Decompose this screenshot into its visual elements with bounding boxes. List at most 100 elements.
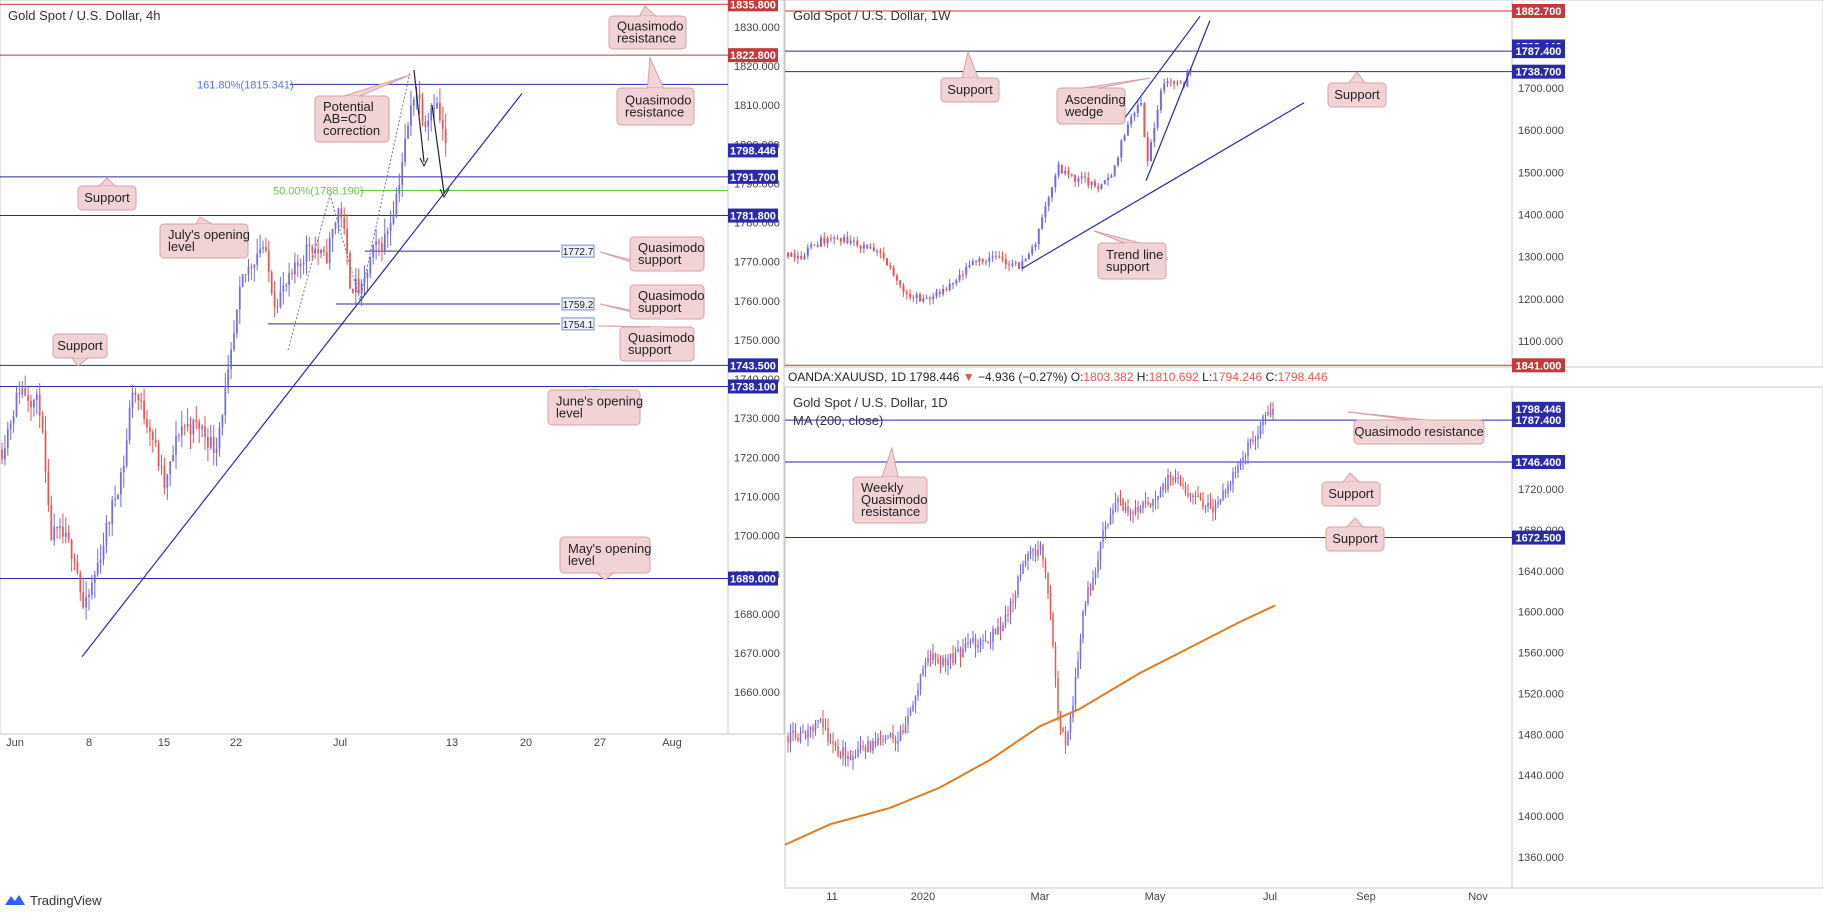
candle-body: [102, 545, 105, 560]
candle-body: [1219, 499, 1222, 503]
candle-body: [270, 271, 273, 294]
candle-body: [934, 653, 937, 660]
candle-body: [807, 729, 809, 739]
candle-body: [1163, 83, 1166, 91]
candle-body: [947, 659, 949, 665]
chart-1d[interactable]: 1720.0001680.0001640.0001600.0001560.000…: [784, 358, 1823, 903]
candle-body: [241, 274, 244, 288]
callout-text: correction: [323, 123, 380, 138]
candle-body: [285, 284, 288, 286]
candle-body: [998, 255, 1001, 257]
price-label-text: 1787.400: [1516, 46, 1562, 58]
candle-body: [131, 392, 134, 409]
y-tick-label: 1640.000: [1518, 566, 1564, 578]
candle-body: [1041, 217, 1044, 229]
arrow-head: [439, 188, 450, 199]
ma-200-line: [784, 604, 1276, 846]
candle-body: [1004, 614, 1007, 625]
chart-4h[interactable]: 1830.0001820.0001810.0001800.0001790.000…: [0, 0, 785, 749]
candle-body: [1242, 457, 1244, 463]
candle-body: [793, 253, 796, 259]
candle-body: [1029, 550, 1032, 554]
candle-body: [111, 500, 114, 524]
price-label-text: 1835.800: [730, 0, 776, 11]
candle-body: [85, 596, 87, 608]
candle-body: [366, 273, 369, 278]
price-label-resistance: [1512, 358, 1565, 373]
candle-body: [866, 244, 869, 249]
candle-body: [96, 562, 99, 575]
candle-body: [958, 274, 961, 281]
candle-body: [1252, 439, 1254, 441]
callout-text: Potential: [323, 99, 374, 114]
candle-body: [1172, 477, 1174, 481]
candle-body: [833, 237, 836, 239]
y-tick-label: 1480.000: [1518, 729, 1564, 741]
candle-body: [1079, 638, 1082, 661]
candle-body: [1114, 502, 1117, 510]
callout-text: July's opening: [168, 227, 250, 242]
candle-body: [204, 426, 206, 437]
chart-title: Gold Spot / U.S. Dollar, 1D: [793, 395, 948, 410]
callout-join: [345, 96, 359, 98]
chart-1w[interactable]: 1700.000 1600.000 1500.000 1400.000 1300.000…: [784, 0, 1823, 382]
candle-body: [1044, 560, 1047, 574]
candle-body: [1107, 524, 1109, 526]
x-tick-label: 15: [158, 737, 170, 749]
candle-body: [38, 394, 41, 416]
candle-body: [331, 228, 334, 238]
candle-body: [894, 739, 897, 744]
candle-body: [1067, 170, 1070, 175]
candle-body: [925, 297, 928, 299]
candle-body: [1024, 560, 1027, 564]
candle-body: [343, 217, 346, 230]
candle-body: [88, 594, 90, 597]
header-o-label: O:: [1071, 370, 1084, 384]
candle-body: [968, 265, 971, 267]
candle-body: [430, 108, 433, 121]
candle-body: [1179, 82, 1182, 84]
candles: [787, 67, 1192, 305]
candle-body: [877, 737, 879, 745]
price-label-current: [728, 143, 778, 158]
candle-body: [967, 643, 969, 645]
candle-body: [375, 241, 377, 245]
candle-body: [1117, 157, 1119, 166]
candle-body: [1139, 508, 1142, 512]
candle-body: [70, 539, 73, 559]
callout-join: [650, 327, 664, 329]
candle-body: [1014, 594, 1017, 603]
candle-body: [879, 250, 882, 254]
candle-body: [1032, 549, 1034, 551]
candle-body: [1039, 544, 1042, 550]
candle-body: [1204, 507, 1207, 509]
candle-body: [267, 250, 270, 272]
tradingview-branding[interactable]: TradingView: [4, 890, 102, 910]
candle-body: [826, 238, 829, 244]
callout-pointer: [646, 56, 665, 89]
y-tick-label: 1660.000: [734, 687, 780, 699]
candle-body: [1120, 140, 1123, 158]
candle-body: [842, 747, 844, 757]
candle-body: [1113, 165, 1116, 176]
candle-body: [276, 306, 279, 308]
chart-title: Gold Spot / U.S. Dollar, 4h: [8, 8, 160, 23]
candle-body: [157, 443, 160, 467]
candle-body: [1202, 499, 1204, 508]
candle-body: [1, 449, 3, 460]
candle-body: [859, 746, 862, 750]
x-tick-label: 2020: [911, 891, 935, 903]
candle-body: [323, 249, 325, 253]
candle-body: [927, 658, 929, 663]
candle-body: [1144, 501, 1147, 503]
callout-text: May's opening: [568, 541, 651, 556]
candle-body: [1264, 414, 1267, 417]
candle-body: [1194, 495, 1197, 497]
callout-join: [1412, 420, 1426, 422]
price-label-resistance: [1512, 3, 1565, 18]
candle-body: [889, 265, 892, 268]
candle-body: [864, 746, 867, 753]
candle-body: [929, 658, 932, 661]
candle-body: [1237, 465, 1239, 473]
